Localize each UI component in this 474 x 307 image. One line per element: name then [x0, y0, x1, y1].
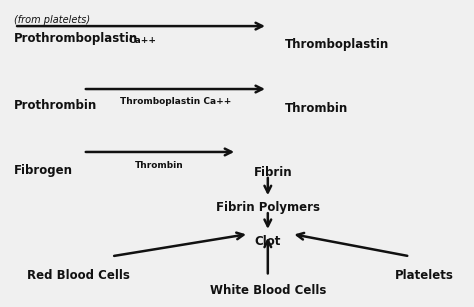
Text: (from platelets): (from platelets) [14, 15, 91, 25]
Text: Fibrogen: Fibrogen [14, 164, 73, 177]
Text: Thrombin: Thrombin [135, 161, 183, 170]
Text: Thromboplastin: Thromboplastin [284, 38, 389, 51]
Text: Red Blood Cells: Red Blood Cells [27, 269, 130, 282]
Text: Fibrin Polymers: Fibrin Polymers [216, 201, 320, 214]
Text: Thromboplastin Ca++: Thromboplastin Ca++ [120, 97, 231, 106]
Text: White Blood Cells: White Blood Cells [210, 284, 326, 297]
Text: Fibrin: Fibrin [254, 166, 292, 179]
Text: Prothromboplastin: Prothromboplastin [14, 32, 138, 45]
Text: Thrombin: Thrombin [284, 103, 347, 115]
Text: Prothrombin: Prothrombin [14, 99, 98, 112]
Text: Ca++: Ca++ [128, 36, 156, 45]
Text: Platelets: Platelets [395, 269, 454, 282]
Text: Clot: Clot [255, 235, 281, 248]
